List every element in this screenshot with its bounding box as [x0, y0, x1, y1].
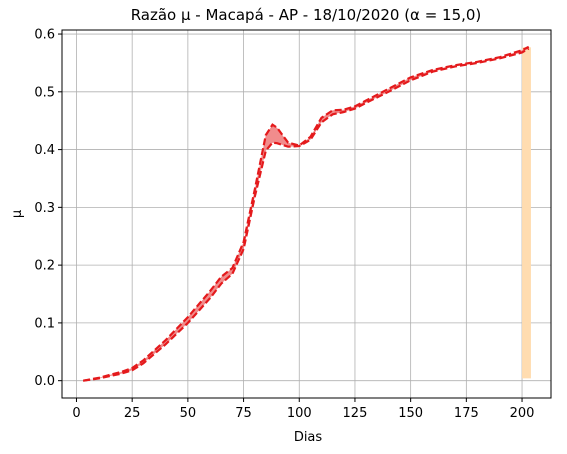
series-line-upper-dashed: [82, 45, 530, 382]
x-tick-label: 200: [510, 406, 535, 421]
x-tick-label: 175: [454, 406, 479, 421]
axes-frame: [61, 29, 552, 399]
plot-area: 0 25 50 75 100 125 150 175 200 0.0 0.1 0.2 0.3 0.4 0.5…: [34, 28, 552, 421]
x-tick-label: 150: [398, 406, 423, 421]
x-axis-label: Dias: [294, 430, 323, 445]
series-line-lower-dashed: [83, 47, 530, 382]
x-tick-label: 100: [287, 406, 312, 421]
y-tick-label: 0.1: [34, 316, 55, 331]
y-tick-label: 0.6: [34, 28, 55, 43]
x-tick-label: 125: [343, 406, 368, 421]
y-tick-label: 0.5: [34, 85, 55, 100]
x-tick-label: 25: [124, 406, 141, 421]
x-tick-label: 0: [72, 406, 80, 421]
highlight-band: [522, 47, 531, 379]
y-axis-label: μ: [10, 210, 25, 218]
x-tick-label: 75: [235, 406, 252, 421]
y-tick-label: 0.3: [34, 201, 55, 216]
y-tick-label: 0.4: [34, 143, 55, 158]
y-tick-label: 0.0: [34, 374, 55, 389]
chart-title: Razão μ - Macapá - AP - 18/10/2020 (α = …: [131, 6, 482, 24]
x-tick-label: 50: [180, 406, 197, 421]
y-tick-label: 0.2: [34, 259, 55, 274]
